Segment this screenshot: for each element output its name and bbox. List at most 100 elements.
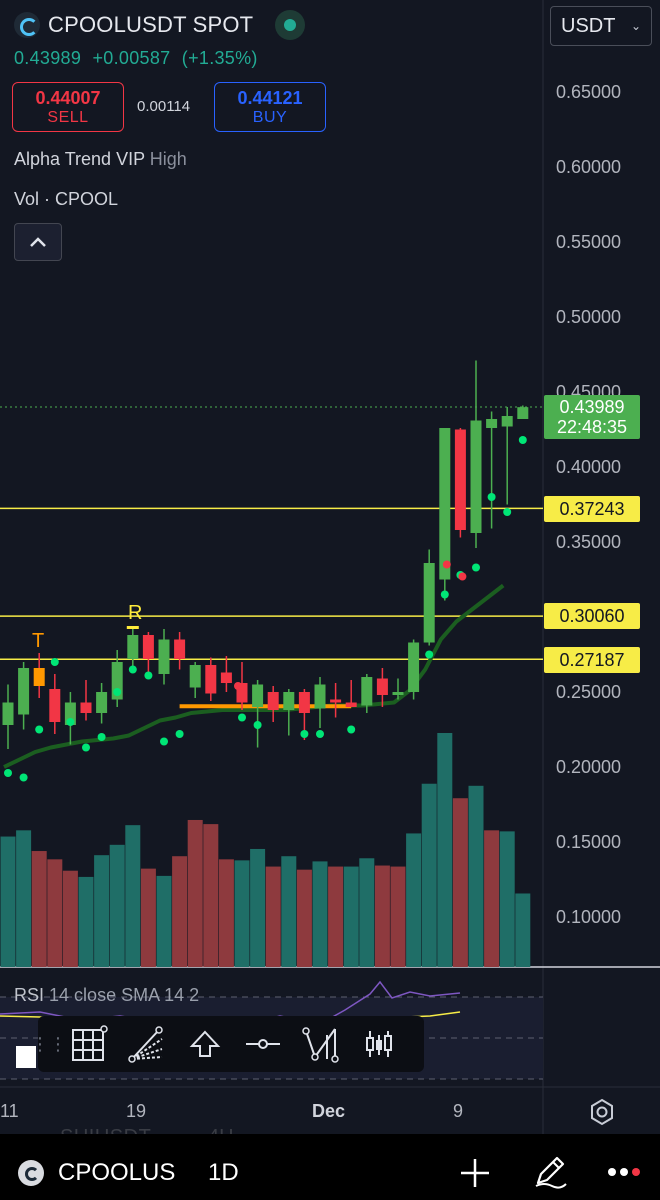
sell-button[interactable]: 0.44007 SELL (12, 82, 124, 132)
volume-bar (484, 830, 500, 967)
candle-body (205, 665, 217, 694)
volume-bar (78, 876, 94, 967)
candle-body (80, 702, 92, 713)
signal-marker-r (126, 626, 139, 629)
signal-dot (440, 590, 449, 599)
signal-dot (128, 665, 137, 674)
volume-bar (203, 824, 219, 967)
buy-button[interactable]: 0.44121 BUY (214, 82, 326, 132)
fib-fan-button[interactable] (118, 1016, 176, 1072)
horizontal-line-icon (246, 1039, 280, 1049)
candle-body (283, 692, 295, 710)
time-label-2: 19 (126, 1101, 147, 1121)
rsi-params: 14 close SMA 14 2 (49, 985, 200, 1005)
candle-pattern-icon (366, 1031, 392, 1057)
price-axis-label: 0.65000 (556, 82, 622, 102)
price-axis-label: 0.35000 (556, 532, 622, 552)
volume-bar (406, 833, 422, 967)
time-label-3: Dec (312, 1101, 346, 1121)
price-axis-label: 0.50000 (556, 307, 622, 327)
candle-body (18, 668, 30, 715)
volume-bar (390, 866, 406, 967)
signal-dot (160, 737, 168, 746)
volume-bar (31, 851, 47, 967)
collapse-legend-button[interactable] (14, 223, 62, 261)
grid-tool-icon (72, 1025, 108, 1061)
rsi-name: RSI (14, 985, 45, 1005)
last-price: 0.43989 (14, 48, 82, 68)
volume-bar (343, 866, 359, 967)
sell-label: SELL (47, 109, 89, 126)
candle-body (252, 684, 264, 707)
volume-bar (437, 733, 453, 967)
candle-body (361, 677, 373, 706)
candle-body (111, 662, 123, 700)
volume-bar (109, 844, 125, 967)
bar-countdown: 22:48:35 (556, 417, 628, 437)
volume-bar (0, 836, 16, 967)
signal-dot (347, 725, 356, 734)
price-axis-label: 0.10000 (556, 907, 622, 927)
candle-body (189, 665, 201, 688)
candle-body (314, 684, 326, 709)
coin-logo-icon (14, 12, 40, 38)
more-icon[interactable] (606, 1162, 642, 1182)
volume-bar (218, 859, 234, 967)
volume-bar (265, 866, 281, 967)
indicator-legend-alpha-trend[interactable]: Alpha Trend VIP High (14, 149, 187, 170)
time-label-1: 11 (0, 1101, 19, 1121)
level-tag-2: 0.30060 (544, 603, 640, 629)
candle-body (408, 642, 420, 692)
signal-dot (97, 733, 106, 741)
volume-bar (94, 855, 110, 967)
candle-body (236, 683, 248, 703)
current-price-tag: 0.43989 22:48:35 (544, 395, 640, 439)
bottom-symbol-button[interactable]: CPOOLUS (58, 1159, 176, 1186)
fib-fan-icon (128, 1026, 163, 1063)
candle-body (2, 702, 14, 725)
volume-bar (156, 875, 172, 967)
price-axis-label: 0.20000 (556, 757, 622, 777)
currency-select[interactable]: USDT ⌄ (550, 6, 652, 46)
price-axis-label: 0.15000 (556, 832, 622, 852)
volume-bar (16, 830, 32, 967)
drag-handle-icon[interactable]: ⋮⋮ (31, 1033, 67, 1054)
drawing-toolbar: ⋮⋮ (31, 1016, 424, 1072)
coin-logo-small-icon (18, 1160, 44, 1186)
grid-tool-button[interactable] (60, 1016, 118, 1072)
signal-dot (316, 730, 324, 738)
signal-dot (238, 713, 246, 722)
symbol-title[interactable]: CPOOLUSDT SPOT (48, 12, 254, 37)
price-summary: 0.43989 +0.00587 (+1.35%) (14, 48, 264, 69)
arrow-up-button[interactable] (176, 1016, 234, 1072)
candle-body (454, 429, 466, 530)
sell-price: 0.44007 (35, 88, 101, 108)
signal-dot (300, 730, 309, 738)
volume-bar (421, 783, 437, 967)
volume-bar (374, 865, 390, 967)
candle-pattern-button[interactable] (350, 1016, 408, 1072)
pen-icon[interactable] (532, 1153, 568, 1189)
path-tool-button[interactable] (292, 1016, 350, 1072)
current-price-value: 0.43989 (559, 397, 625, 417)
signal-dot (253, 721, 262, 729)
horizontal-line-button[interactable] (234, 1016, 292, 1072)
indicator-legend-volume[interactable]: Vol · CPOOL (14, 189, 119, 209)
candle-body (127, 635, 139, 659)
arrow-up-icon (189, 1030, 221, 1057)
level-tag-1: 0.37243 (544, 496, 640, 522)
volume-bar (125, 825, 141, 967)
candle-body (501, 416, 513, 427)
buy-price: 0.44121 (237, 88, 303, 108)
symbol-header[interactable]: CPOOLUSDT SPOT (14, 10, 306, 40)
signal-dot (35, 725, 44, 734)
signal-dot (113, 688, 122, 696)
interval-button[interactable]: 1D (208, 1159, 239, 1186)
volume-bar (296, 869, 312, 967)
candle-body (298, 692, 310, 713)
settings-icon[interactable] (588, 1098, 616, 1126)
plus-icon[interactable] (458, 1156, 492, 1190)
candle-body (423, 563, 435, 643)
rsi-legend[interactable]: RSI 14 close SMA 14 2 (14, 985, 199, 1006)
